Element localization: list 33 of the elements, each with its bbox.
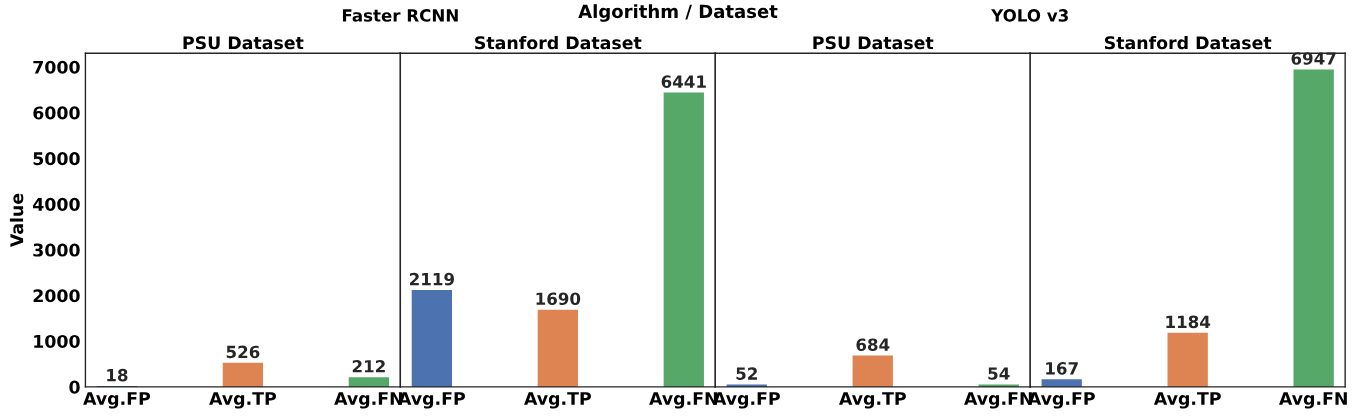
data-label: 526 [226,345,260,359]
x-tick-label: Avg.FP [83,392,151,409]
chart-subtitle: YOLO v3 [991,9,1068,22]
data-label: 18 [107,368,128,382]
data-label: 167 [1046,362,1078,375]
data-label: 212 [352,359,385,373]
chart-title: Stanford Dataset [1104,35,1272,50]
data-label: 2119 [409,272,454,286]
y-tick-label: 5000 [33,152,80,166]
x-tick-label: Avg.FN [1278,392,1347,409]
y-tick-label: 1000 [34,334,80,349]
x-tick-label: Avg.TP [1153,392,1221,409]
y-tick-label: 0 [69,380,80,394]
data-label: 6441 [661,75,706,88]
x-tick-label: Avg.TP [524,392,591,409]
chart-title: PSU Dataset [183,36,304,50]
y-tick-label: 7000 [33,60,80,74]
data-label: 684 [856,338,890,351]
chart-title: Stanford Dataset [475,35,642,50]
y-tick-label: 6000 [33,106,80,120]
data-label: 1184 [1166,315,1211,329]
y-axis-title: Value [9,193,24,248]
chart-title: PSU Dataset [813,36,934,50]
data-label: 52 [736,367,757,380]
chart-subtitle: Faster RCNN [342,9,458,22]
x-tick-label: Avg.TP [209,392,277,409]
x-tick-label: Avg.TP [838,392,906,409]
y-tick-label: 4000 [33,197,80,211]
data-label: 54 [988,367,1010,380]
y-tick-label: 3000 [33,243,80,257]
text: Algorithm / Dataset [578,4,778,22]
data-label: 1690 [536,292,581,306]
y-tick-label: 2000 [33,289,80,303]
